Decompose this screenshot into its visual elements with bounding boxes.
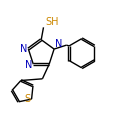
Text: SH: SH xyxy=(45,17,59,27)
Text: N: N xyxy=(54,39,61,48)
Text: S: S xyxy=(24,94,30,104)
Text: N: N xyxy=(25,60,32,69)
Text: N: N xyxy=(20,44,28,54)
